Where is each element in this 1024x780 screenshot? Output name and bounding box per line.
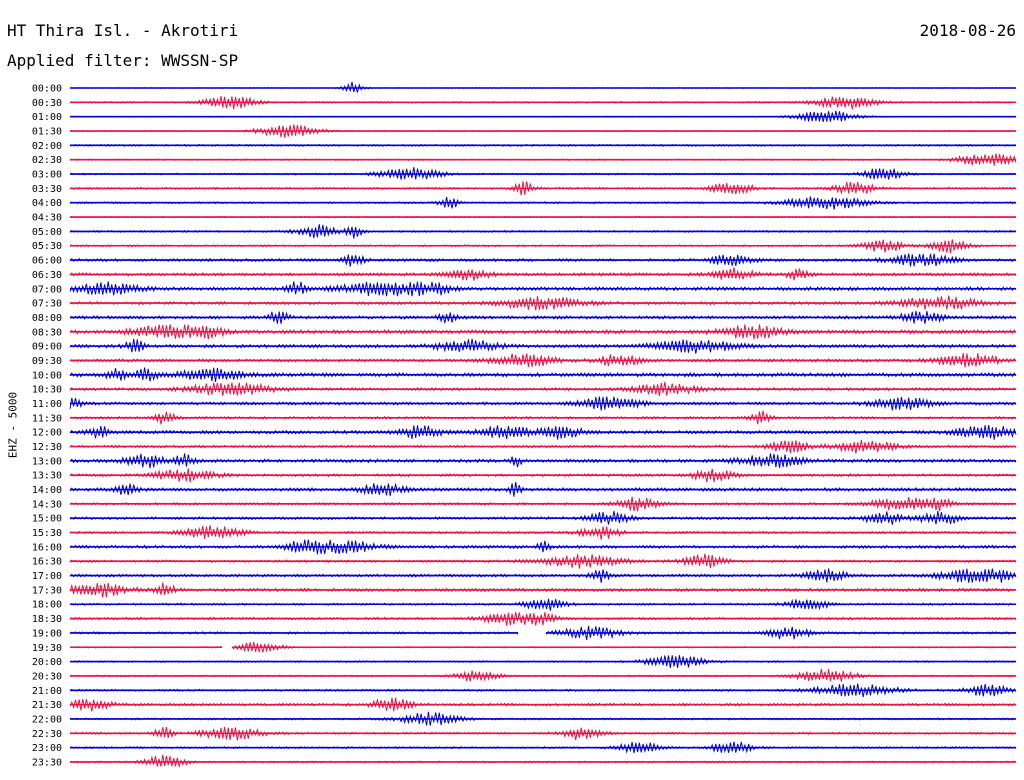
tick-label-0130: 01:30: [32, 127, 62, 138]
tick-label-2100: 21:00: [32, 686, 62, 697]
tick-label-0100: 01:00: [32, 112, 62, 123]
tick-label-0530: 05:30: [32, 241, 62, 252]
tick-label-0000: 00:00: [32, 84, 62, 95]
record-date: 2018-08-26: [919, 21, 1016, 40]
tick-label-1900: 19:00: [32, 628, 62, 639]
tick-label-1030: 10:30: [32, 385, 62, 396]
tick-label-1230: 12:30: [32, 442, 62, 453]
tick-label-2130: 21:30: [32, 700, 62, 711]
tick-label-0430: 04:30: [32, 213, 62, 224]
tick-label-0230: 02:30: [32, 155, 62, 166]
tick-label-2230: 22:30: [32, 729, 62, 740]
tick-label-0500: 05:00: [32, 227, 62, 238]
tick-label-1730: 17:30: [32, 585, 62, 596]
tick-label-0730: 07:30: [32, 299, 62, 310]
tick-label-1500: 15:00: [32, 514, 62, 525]
tick-label-1630: 16:30: [32, 557, 62, 568]
tick-label-0630: 06:30: [32, 270, 62, 281]
data-gap-1: [222, 643, 232, 652]
trace-2330: [69, 754, 1017, 769]
tick-label-2200: 22:00: [32, 714, 62, 725]
tick-label-1430: 14:30: [32, 499, 62, 510]
tick-label-1130: 11:30: [32, 413, 62, 424]
tick-label-0400: 04:00: [32, 198, 62, 209]
tick-label-0600: 06:00: [32, 256, 62, 267]
tick-label-2000: 20:00: [32, 657, 62, 668]
tick-label-1330: 13:30: [32, 471, 62, 482]
tick-label-1600: 16:00: [32, 542, 62, 553]
time-tick-labels: 00:00 00:30 01:00 01:30 02:00 02:30 03:00 03:30…: [32, 84, 62, 769]
tick-label-0830: 08:30: [32, 327, 62, 338]
tick-label-0800: 08:00: [32, 313, 62, 324]
tick-label-0930: 09:30: [32, 356, 62, 367]
tick-label-0200: 02:00: [32, 141, 62, 152]
tick-label-2330: 23:30: [32, 757, 62, 768]
tick-label-1930: 19:30: [32, 643, 62, 654]
trace-0000: [69, 81, 1017, 93]
tick-label-0300: 03:00: [32, 170, 62, 181]
tick-label-2300: 23:00: [32, 743, 62, 754]
tick-label-1530: 15:30: [32, 528, 62, 539]
tick-label-0330: 03:30: [32, 184, 62, 195]
station-title: HT Thira Isl. - Akrotiri: [7, 21, 239, 40]
tick-label-0700: 07:00: [32, 284, 62, 295]
tick-label-0030: 00:30: [32, 98, 62, 109]
tick-label-1800: 18:00: [32, 600, 62, 611]
tick-label-1300: 13:00: [32, 456, 62, 467]
filter-label: Applied filter: WWSSN-SP: [7, 51, 239, 70]
tick-label-1830: 18:30: [32, 614, 62, 625]
tick-label-1400: 14:00: [32, 485, 62, 496]
data-gap-0: [518, 626, 546, 639]
seismic-traces: [69, 81, 1017, 769]
tick-label-1100: 11:00: [32, 399, 62, 410]
tick-label-2030: 20:30: [32, 671, 62, 682]
tick-label-1200: 12:00: [32, 428, 62, 439]
tick-label-1000: 10:00: [32, 370, 62, 381]
tick-label-0900: 09:00: [32, 342, 62, 353]
tick-label-1700: 17:00: [32, 571, 62, 582]
